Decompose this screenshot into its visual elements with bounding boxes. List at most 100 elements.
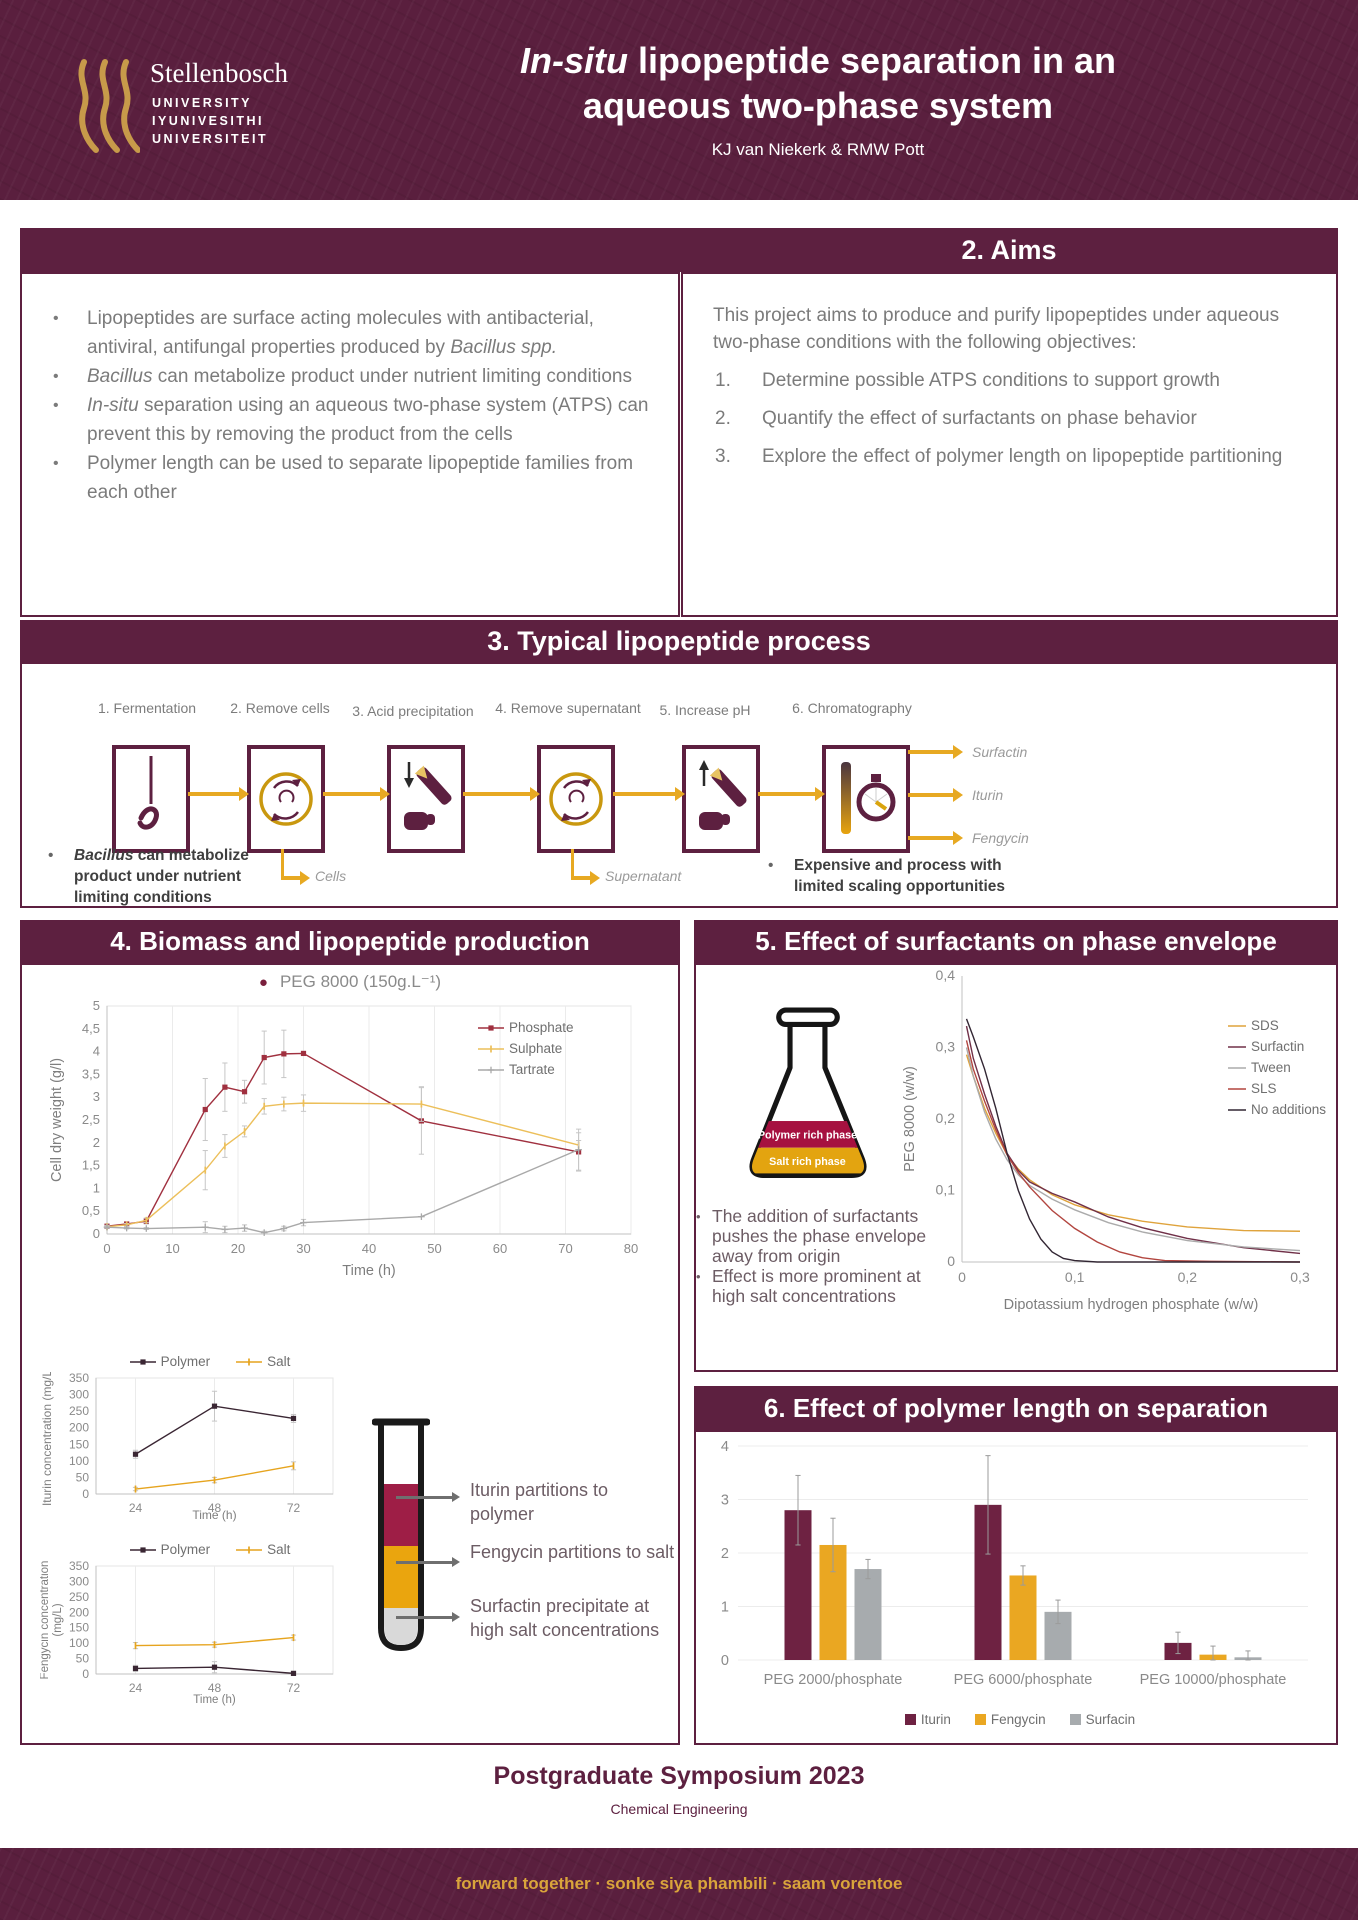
legend-line-icon xyxy=(129,1546,156,1553)
svg-text:80: 80 xyxy=(624,1241,638,1256)
product-label-fengycin: Fengycin xyxy=(972,830,1029,846)
flow-arrow-3 xyxy=(463,787,540,801)
chromatography-icon xyxy=(841,762,896,834)
list-number: 2. xyxy=(715,408,731,429)
svg-text:3: 3 xyxy=(721,1493,729,1509)
svg-text:0: 0 xyxy=(958,1269,966,1285)
svg-text:72: 72 xyxy=(287,1501,301,1515)
legend-label: Fengycin xyxy=(990,1712,1046,1727)
svg-text:300: 300 xyxy=(69,1574,89,1588)
list-item-text: Lipopeptides are surface acting molecule… xyxy=(87,308,594,358)
legend-item: Phosphate xyxy=(478,1020,574,1035)
legend-label: Phosphate xyxy=(509,1020,574,1035)
list-item-text: Explore the effect of polymer length on … xyxy=(762,446,1283,467)
flask-salt-band xyxy=(751,1147,865,1174)
polymer-title: 6. Effect of polymer length on separatio… xyxy=(763,1392,1269,1423)
svg-text:1: 1 xyxy=(93,1180,100,1195)
svg-text:Dipotassium hydrogen phosphate: Dipotassium hydrogen phosphate (w/w) xyxy=(1004,1297,1259,1313)
aims-header-bar: 2. Aims xyxy=(20,228,1338,272)
acid-precipitation-box xyxy=(387,745,465,853)
aims-title: 2. Aims xyxy=(961,235,1057,265)
legend-label: SDS xyxy=(1251,1018,1279,1033)
biomass-title: 4. Biomass and lipopeptide production xyxy=(110,926,590,956)
tube-polymer-layer xyxy=(384,1484,418,1546)
legend-label: Salt xyxy=(267,1542,291,1557)
product-label-iturin: Iturin xyxy=(972,787,1004,803)
tube-arrow-polymer xyxy=(396,1492,460,1502)
step-label-acid-precipitation: 3. Acid precipitation xyxy=(352,703,474,719)
iturin-legend: Polymer Salt xyxy=(60,1354,360,1369)
test-tube-diagram xyxy=(371,1412,431,1665)
list-item: • Lipopeptides are surface acting molecul… xyxy=(47,304,650,362)
poster-title: In-situ lipopeptide separation in an aqu… xyxy=(360,38,1276,128)
cells-elbow-line xyxy=(281,849,284,879)
cdw-chart-title: ● PEG 8000 (150g.L⁻¹) xyxy=(258,972,442,991)
logo-brand: Stellenbosch xyxy=(150,58,288,88)
flow-arrow-4 xyxy=(613,787,685,801)
legend-line-icon xyxy=(1228,1045,1246,1048)
aims-objectives-list: 1. Determine possible ATPS conditions to … xyxy=(713,367,1306,470)
svg-text:PEG 10000/phosphate: PEG 10000/phosphate xyxy=(1140,1672,1287,1688)
svg-text:5: 5 xyxy=(93,998,100,1013)
bullet-dot: • xyxy=(696,1209,701,1224)
tube-annotation-iturin: Iturin partitions to polymer xyxy=(470,1480,609,1524)
svg-text:0,2: 0,2 xyxy=(936,1110,956,1126)
legend-item: SDS xyxy=(1228,1018,1279,1033)
legend-label: Polymer xyxy=(160,1354,211,1369)
phase-envelope-chart: 0 0,1 0,2 0,3 0,4 0 0,1 0,2 0,3 Dipotassium hydro… xyxy=(898,962,1338,1314)
list-item: 2. Quantify the effect of surfactants on … xyxy=(713,405,1306,432)
svg-text:0,3: 0,3 xyxy=(1290,1269,1310,1285)
list-item-text: Determine possible ATPS conditions to su… xyxy=(762,370,1220,391)
header-band: Stellenbosch UNIVERSITY IYUNIVESITHI UNI… xyxy=(0,0,1358,200)
list-item-text: The addition of surfactants pushes the p… xyxy=(712,1206,927,1266)
svg-text:Cell dry weight (g/l): Cell dry weight (g/l) xyxy=(49,1058,65,1182)
svg-text:40: 40 xyxy=(362,1241,376,1256)
intro-bullet-list: • Lipopeptides are surface acting molecul… xyxy=(22,274,678,507)
list-item: 1. Determine possible ATPS conditions to … xyxy=(713,367,1306,394)
svg-text:150: 150 xyxy=(69,1621,89,1635)
legend-line-icon xyxy=(1228,1087,1246,1090)
legend-swatch-icon xyxy=(974,1714,986,1725)
iturin-concentration-chart: 0 50 100 150 200 250 300 350 24 48 72 Time (h) Ituri… xyxy=(40,1372,345,1524)
legend-line-icon xyxy=(1228,1024,1246,1027)
legend-line-icon xyxy=(1228,1108,1246,1111)
svg-text:60: 60 xyxy=(493,1241,507,1256)
bullet-dot: • xyxy=(768,857,774,874)
list-item-text: Effect is more prominent at high salt co… xyxy=(712,1266,921,1306)
supernatant-arrow xyxy=(571,871,600,885)
svg-text:0,1: 0,1 xyxy=(936,1182,956,1198)
svg-text:48: 48 xyxy=(208,1681,222,1695)
legend-label: Sulphate xyxy=(509,1041,563,1056)
process-title: 3. Typical lipopeptide process xyxy=(487,625,871,656)
svg-text:0,1: 0,1 xyxy=(1065,1269,1085,1285)
svg-text:2: 2 xyxy=(93,1135,100,1150)
flask-diagram: Polymer rich phase Salt rich phase xyxy=(733,1006,883,1201)
svg-text:48: 48 xyxy=(208,1501,222,1515)
tube-arrow-precipitate xyxy=(396,1612,460,1622)
svg-text:0: 0 xyxy=(947,1253,955,1269)
bullet-dot: • xyxy=(53,397,59,414)
acid-precipitation-icon xyxy=(404,762,452,830)
svg-text:2: 2 xyxy=(721,1546,729,1562)
list-number: 3. xyxy=(715,446,731,467)
svg-text:4: 4 xyxy=(721,1439,729,1455)
svg-text:Fengycin concentration(mg/L): Fengycin concentration(mg/L) xyxy=(40,1561,64,1680)
step-label-fermentation: 1. Fermentation xyxy=(97,700,197,716)
title-line-2: aqueous two-phase system xyxy=(582,85,1054,126)
svg-text:0,3: 0,3 xyxy=(936,1039,956,1055)
list-item: 3. Explore the effect of polymer length o… xyxy=(713,443,1306,470)
svg-text:0,2: 0,2 xyxy=(1178,1269,1198,1285)
svg-text:0: 0 xyxy=(721,1653,729,1669)
footer-band: forward together · sonke siya phambili ·… xyxy=(0,1848,1358,1920)
increase-ph-box xyxy=(682,745,760,853)
cdw-legend: Phosphate Sulphate Tartrate xyxy=(478,1020,574,1077)
flow-arrow-2 xyxy=(323,787,390,801)
bullet-dot: • xyxy=(53,368,59,385)
aims-intro: This project aims to produce and purify … xyxy=(713,305,1280,353)
legend-item: Tartrate xyxy=(478,1062,555,1077)
legend-dot-icon: ● xyxy=(258,974,268,991)
legend-item: Surfactin xyxy=(1228,1039,1304,1054)
stellenbosch-logo-icon xyxy=(74,58,141,159)
aims-panel: This project aims to produce and purify … xyxy=(681,272,1338,617)
